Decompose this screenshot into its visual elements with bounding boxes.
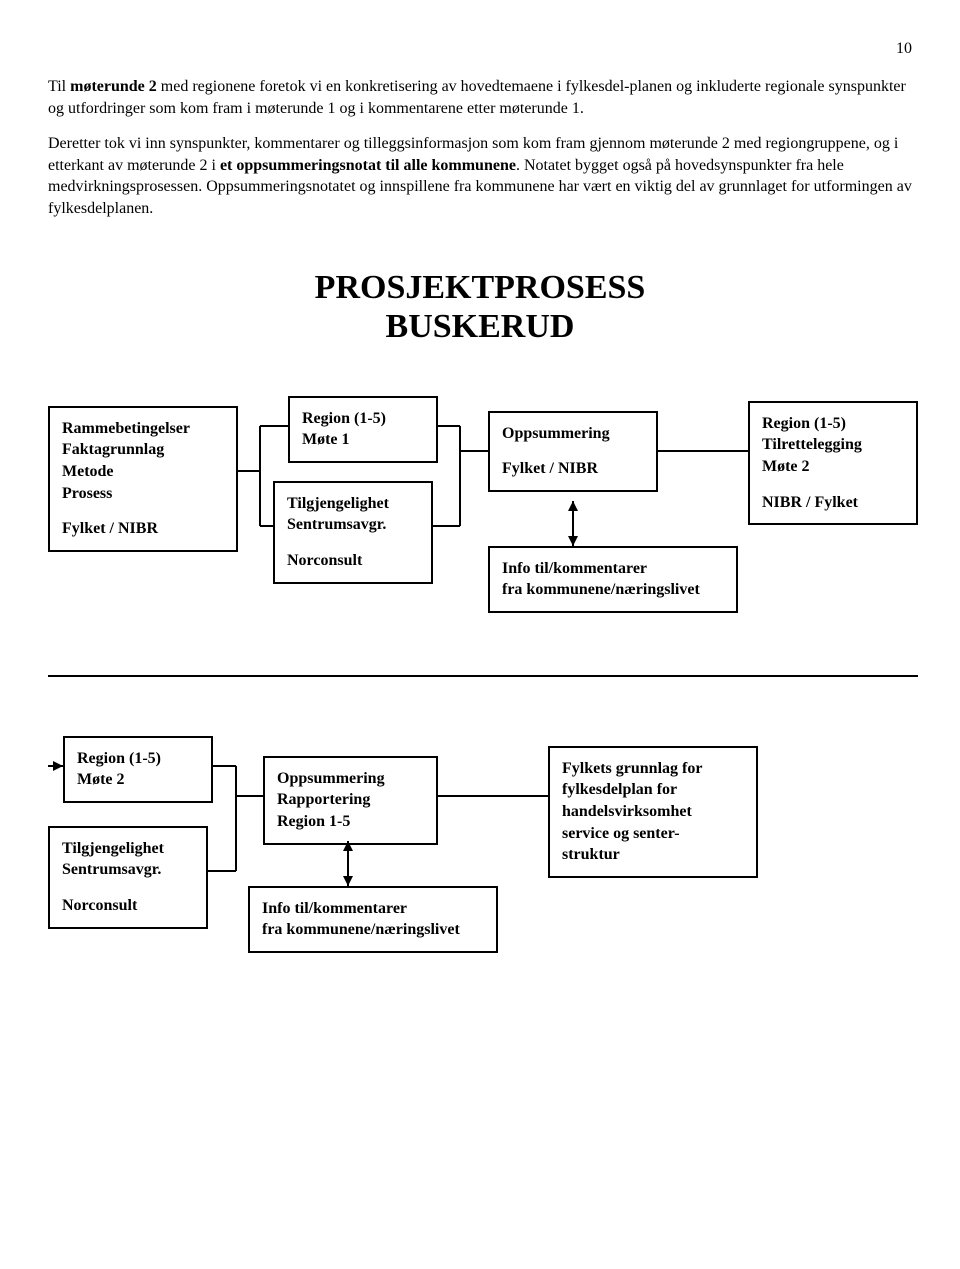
- b4-l2: Fylket / NIBR: [502, 460, 598, 477]
- b3-l3: Norconsult: [287, 552, 362, 569]
- b9-l1: Oppsummering: [277, 770, 385, 787]
- box-tilgjengelighet-2: Tilgjengelighet Sentrumsavgr. Norconsult: [48, 826, 208, 929]
- b2-l1: Region (1-5): [302, 410, 386, 427]
- box-oppsummering-2: Oppsummering Rapportering Region 1-5: [263, 756, 438, 845]
- box-region-tilrettelegging: Region (1-5) Tilrettelegging Møte 2 NIBR…: [748, 401, 918, 525]
- b3-l1: Tilgjengelighet: [287, 495, 389, 512]
- b1-l3: Metode: [62, 463, 114, 480]
- b11-l5: struktur: [562, 846, 620, 863]
- b6-l4: NIBR / Fylket: [762, 494, 858, 511]
- b7-l1: Region (1-5): [77, 750, 161, 767]
- b6-l3: Møte 2: [762, 458, 810, 475]
- b1-l2: Faktagrunnlag: [62, 441, 164, 458]
- b8-l2: Sentrumsavgr.: [62, 861, 161, 878]
- p1-b: møterunde 2: [70, 78, 157, 95]
- b7-l2: Møte 2: [77, 771, 125, 788]
- box-info-2: Info til/kommentarer fra kommunene/nærin…: [248, 886, 498, 953]
- diagram-title-line1: PROSJEKTPROSESS: [315, 269, 646, 306]
- b11-l2: fylkesdelplan for: [562, 781, 677, 798]
- b1-l4: Prosess: [62, 485, 112, 502]
- b9-l3: Region 1-5: [277, 813, 350, 830]
- p1-c: med regionene foretok vi en konkretiseri…: [48, 78, 906, 117]
- p1-a: Til: [48, 78, 70, 95]
- b11-l1: Fylkets grunnlag for: [562, 760, 702, 777]
- b1-l1: Rammebetingelser: [62, 420, 190, 437]
- flowchart: Rammebetingelser Faktagrunnlag Metode Pr…: [48, 386, 918, 946]
- b6-l1: Region (1-5): [762, 415, 846, 432]
- b1-l5: Fylket / NIBR: [62, 520, 158, 537]
- b9-l2: Rapportering: [277, 791, 370, 808]
- b8-l3: Norconsult: [62, 897, 137, 914]
- b6-l2: Tilrettelegging: [762, 436, 862, 453]
- paragraph-2: Deretter tok vi inn synspunkter, komment…: [48, 133, 912, 219]
- diagram-title-line2: BUSKERUD: [386, 308, 575, 345]
- page-number: 10: [48, 40, 912, 58]
- box-fylkets-grunnlag: Fylkets grunnlag for fylkesdelplan for h…: [548, 746, 758, 878]
- box-info-1: Info til/kommentarer fra kommunene/nærin…: [488, 546, 738, 613]
- b11-l3: handelsvirksomhet: [562, 803, 692, 820]
- diagram-title: PROSJEKTPROSESS BUSKERUD: [48, 268, 912, 346]
- b11-l4: service og senter-: [562, 825, 680, 842]
- b10-l1: Info til/kommentarer: [262, 900, 407, 917]
- box-tilgjengelighet-1: Tilgjengelighet Sentrumsavgr. Norconsult: [273, 481, 433, 584]
- b4-l1: Oppsummering: [502, 425, 610, 442]
- b2-l2: Møte 1: [302, 431, 350, 448]
- paragraph-1: Til møterunde 2 med regionene foretok vi…: [48, 76, 912, 119]
- box-region-mote1: Region (1-5) Møte 1: [288, 396, 438, 463]
- b3-l2: Sentrumsavgr.: [287, 516, 386, 533]
- box-oppsummering-1: Oppsummering Fylket / NIBR: [488, 411, 658, 492]
- b5-l2: fra kommunene/næringslivet: [502, 581, 700, 598]
- p2-b: et oppsummeringsnotat til alle kommunene: [220, 157, 516, 174]
- box-rammebetingelser: Rammebetingelser Faktagrunnlag Metode Pr…: [48, 406, 238, 552]
- b8-l1: Tilgjengelighet: [62, 840, 164, 857]
- b5-l1: Info til/kommentarer: [502, 560, 647, 577]
- box-region-mote2: Region (1-5) Møte 2: [63, 736, 213, 803]
- b10-l2: fra kommunene/næringslivet: [262, 921, 460, 938]
